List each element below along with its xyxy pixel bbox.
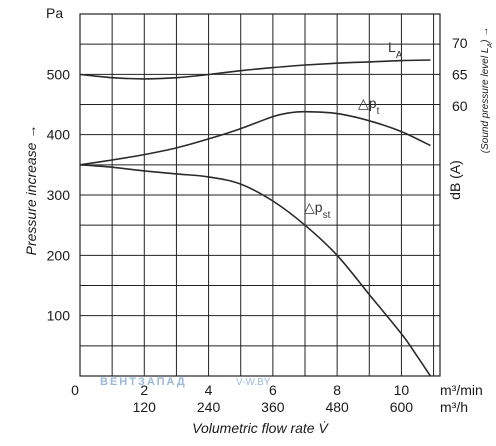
chart-curves	[79, 59, 432, 377]
series-pt-line	[79, 110, 431, 166]
watermark-url: V-W.BY	[236, 377, 271, 388]
x-tick-label-secondary: 600	[390, 399, 414, 415]
x-unit-label: m³/min	[440, 382, 483, 398]
series-label: △pt	[358, 95, 380, 117]
y-tick-label: 400	[47, 127, 71, 143]
x-tick-label: 6	[269, 382, 277, 398]
y-unit-label: Pa	[46, 5, 63, 21]
x-tick-label-secondary: 480	[325, 399, 349, 415]
x-tick-label: 2	[140, 382, 148, 398]
y-tick-label: 500	[47, 66, 71, 82]
x-axis-title: Volumetric flow rate V̇	[192, 420, 329, 436]
chart-grid	[79, 13, 441, 377]
y-right-unit-label: dB (A)	[447, 160, 463, 200]
series-pst-line	[79, 164, 432, 377]
x-tick-label: 8	[333, 382, 341, 398]
series-label: LA	[388, 39, 403, 61]
x-tick-label: 0	[71, 382, 79, 398]
y-tick-label: 200	[47, 247, 71, 263]
x-unit-label-secondary: m³/h	[440, 399, 468, 415]
y-tick-label: 300	[47, 187, 71, 203]
x-tick-label: 10	[394, 382, 410, 398]
x-tick-label-secondary: 360	[261, 399, 285, 415]
series-la-line	[79, 59, 431, 80]
y-right-tick-label: 60	[452, 98, 468, 114]
y-axis-title: Pressure increase →	[23, 125, 39, 256]
y-right-tick-label: 65	[452, 67, 468, 83]
watermark-brand: ВЕНТЗАПАД	[100, 376, 187, 388]
y-right-axis-title: (Sound pressure level LA) →	[480, 27, 494, 153]
y-tick-label: 100	[47, 308, 71, 324]
series-label: △pst	[304, 199, 331, 221]
x-tick-label-secondary: 120	[133, 399, 157, 415]
x-tick-label-secondary: 240	[197, 399, 221, 415]
y-right-tick-label: 70	[452, 35, 468, 51]
x-tick-label: 4	[205, 382, 213, 398]
